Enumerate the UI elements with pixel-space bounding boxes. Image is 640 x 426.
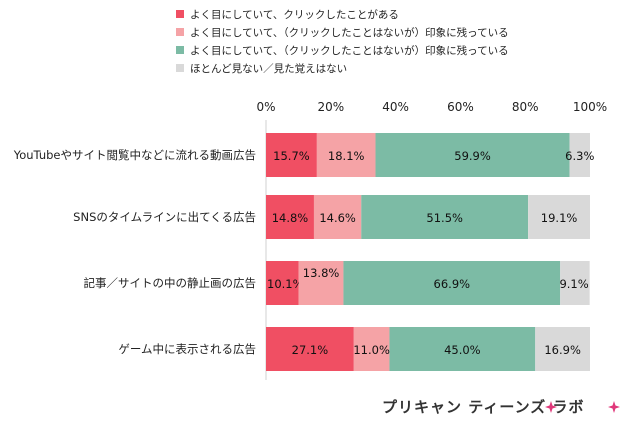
category-label-3: ゲーム中に表示される広告 <box>118 342 256 356</box>
bar-segment-2-1 <box>298 261 344 305</box>
data-label-0-0: 15.7% <box>273 149 310 163</box>
category-label-1: SNSのタイムラインに出てくる広告 <box>73 210 256 224</box>
data-label-2-2: 66.9% <box>434 277 471 291</box>
bar-segment-1-0 <box>266 195 314 239</box>
legend-swatch-3 <box>176 64 184 72</box>
legend-label-3: ほとんど見ない／見た覚えはない <box>190 62 347 75</box>
bar-segment-2-3 <box>560 261 590 305</box>
sparkle-icons <box>545 401 620 413</box>
x-tick-label-2: 40% <box>382 100 409 114</box>
category-labels: YouTubeやサイト閲覧中などに流れる動画広告 SNSのタイムラインに出てくる広… <box>13 148 256 356</box>
sparkle-icon-1 <box>545 401 557 413</box>
sparkle-icon-2 <box>608 401 620 413</box>
data-label-1-0: 14.8% <box>272 211 309 225</box>
legend-swatch-0 <box>176 10 184 18</box>
legend-label-0: よく目にしていて、クリックしたことがある <box>190 8 399 21</box>
bar-segment-0-3 <box>569 133 590 177</box>
data-label-3-2: 45.0% <box>444 343 481 357</box>
bar-segment-3-3 <box>535 327 590 371</box>
bars: 15.7% 18.1% 59.9% 6.3% 14.8% 14.6% 51.5% 19.1% 1… <box>266 133 594 371</box>
data-label-0-3: 6.3% <box>565 149 594 163</box>
category-label-2: 記事／サイトの中の静止画の広告 <box>84 276 257 290</box>
legend-label-1: よく目にしていて、（クリックしたことはないが）印象に残っている <box>190 26 509 39</box>
legend-swatch-1 <box>176 28 184 36</box>
x-tick-label-4: 80% <box>512 100 539 114</box>
bar-segment-3-0 <box>266 327 354 371</box>
data-label-2-1: 13.8% <box>303 266 340 280</box>
data-label-1-1: 14.6% <box>319 211 356 225</box>
data-label-2-0: 10.1% <box>267 277 304 291</box>
x-tick-label-3: 60% <box>447 100 474 114</box>
brand-logo: プリキャン ティーンズ ラボ <box>382 398 620 416</box>
x-tick-label-1: 20% <box>317 100 344 114</box>
data-label-0-2: 59.9% <box>454 149 491 163</box>
legend: よく目にしていて、クリックしたことがあるよく目にしていて、（クリックしたことはな… <box>176 8 509 75</box>
legend-swatch-2 <box>176 46 184 54</box>
bar-segment-0-1 <box>316 133 376 177</box>
x-tick-label-0: 0% <box>256 100 275 114</box>
bar-segment-0-2 <box>375 133 570 177</box>
data-label-3-1: 11.0% <box>353 343 390 357</box>
data-label-3-0: 27.1% <box>292 343 329 357</box>
bar-segment-1-2 <box>361 195 529 239</box>
bar-segment-2-2 <box>343 261 561 305</box>
data-label-2-3: 9.1% <box>559 277 588 291</box>
bar-segment-3-1 <box>353 327 390 371</box>
bar-segment-2-0 <box>266 261 299 305</box>
legend-label-2: よく目にしていて、（クリックしたことはないが）印象に残っている <box>190 44 509 57</box>
bar-segment-1-3 <box>528 195 590 239</box>
category-label-0: YouTubeやサイト閲覧中などに流れる動画広告 <box>13 148 256 162</box>
bar-segment-3-2 <box>389 327 536 371</box>
x-tick-label-5: 100% <box>573 100 607 114</box>
bar-segment-1-1 <box>313 195 362 239</box>
data-label-0-1: 18.1% <box>328 149 365 163</box>
data-label-1-3: 19.1% <box>541 211 578 225</box>
data-label-3-3: 16.9% <box>544 343 581 357</box>
data-label-1-2: 51.5% <box>426 211 463 225</box>
bar-segment-0-0 <box>266 133 317 177</box>
logo-text: プリキャン ティーンズ ラボ <box>382 398 585 416</box>
